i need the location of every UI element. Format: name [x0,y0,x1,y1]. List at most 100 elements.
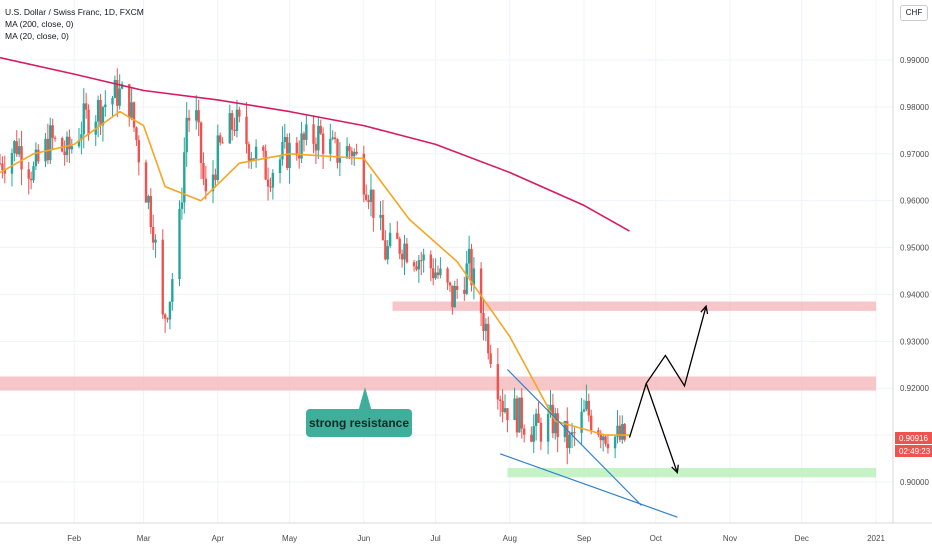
candle-body-184 [616,425,619,437]
legend-ma20[interactable]: MA (20, close, 0) [5,31,69,41]
candle-body-109 [364,194,368,200]
candle-body-165 [551,404,555,434]
candle-body-107 [355,151,358,154]
candle-body-11 [34,149,38,167]
ma200-line [0,56,630,232]
time-axis[interactable]: Feb Mar Apr May Jun Jul Aug Sep Oct Nov Dec 2021 [67,534,885,543]
countdown-text: 02:49:23 [899,447,931,456]
candle-body-119 [398,238,401,254]
candle-body-12 [37,149,40,162]
candle-body-78 [262,146,265,151]
candle-body-175 [585,400,588,410]
candle-body-68 [228,113,231,144]
candle-body-145 [484,323,488,331]
candle-body-49 [163,314,167,319]
candle-body-123 [412,262,416,267]
candle-body-166 [554,413,557,434]
candle-body-3 [10,153,14,174]
candle-body-70 [233,129,236,131]
candle-body-113 [379,214,382,218]
candle-body-56 [185,117,188,153]
last-price-tag: 0.90916 02:49:23 [895,432,932,457]
candle-body-22 [70,146,74,150]
candle-body-114 [381,214,385,241]
candle-body-153 [513,398,516,421]
price-tick-8: 0.98000 [900,103,929,112]
time-tick-8: Oct [650,534,663,543]
legend-symbol[interactable]: U.S. Dollar / Swiss Franc, 1D, FXCM [5,7,144,17]
candle-body-55 [183,152,186,203]
price-axis[interactable]: 0.900000.910000.920000.930000.940000.950… [900,56,929,487]
price-tick-0: 0.90000 [900,478,929,487]
candle-body-19 [63,151,66,156]
candle-body-112 [372,189,375,218]
price-tick-6: 0.96000 [900,197,929,206]
candle-body-62 [204,178,208,192]
candle-body-24 [80,134,83,141]
candle-body-93 [312,124,315,144]
candle-body-53 [178,208,181,280]
candle-body-121 [403,243,406,260]
candle-body-87 [288,142,291,168]
candle-body-10 [32,166,35,181]
candle-body-137 [455,286,459,290]
callout: strong resistance [306,387,412,437]
candle-body-116 [386,246,389,260]
candle-body-6 [17,146,21,155]
candle-body-60 [199,122,203,164]
time-tick-2: Apr [212,534,225,543]
candle-body-151 [503,408,507,413]
callout-text: strong resistance [309,416,409,430]
candle-body-8 [27,169,30,179]
callout-box [306,409,412,437]
ma20-line [0,110,630,436]
candle-body-111 [369,189,373,203]
candle-body-173 [580,411,583,433]
time-tick-3: May [282,534,297,543]
candle-body-144 [482,313,485,331]
candle-body-180 [601,436,605,441]
candle-body-42 [137,140,141,163]
candle-body-58 [195,110,198,121]
scenario-arrowhead-0 [700,304,709,315]
currency-button[interactable]: CHF [900,5,928,21]
candle-body-174 [582,409,586,412]
candle-body-129 [432,268,435,279]
candle-body-72 [238,109,241,117]
candle-body-7 [20,146,23,170]
candle-body-34 [113,79,117,99]
candle-body-89 [297,155,301,159]
candle-body-63 [211,174,215,192]
candle-body-27 [87,109,90,135]
candle-body-51 [168,301,172,320]
candle-body-106 [353,151,356,157]
candle-body-16 [51,125,54,138]
candle-body-139 [465,263,468,294]
candle-body-162 [539,422,543,442]
candle-body-103 [345,146,349,159]
candle-body-85 [283,137,287,142]
candle-body-183 [613,436,617,449]
time-tick-10: Dec [795,534,809,543]
candle-body-122 [405,243,409,263]
candle-body-57 [187,117,191,121]
candle-body-88 [295,142,298,156]
legend-ma200[interactable]: MA (200, close, 0) [5,19,74,29]
candle-body-0 [0,163,2,165]
candle-body-17 [53,137,57,139]
zones [0,301,876,478]
time-tick-9: Nov [723,534,737,543]
scenario-path-0 [628,306,707,438]
candle-body-118 [396,232,399,239]
chart-legend: U.S. Dollar / Swiss Franc, 1D, FXCM MA (… [5,6,144,42]
time-tick-5: Jul [430,534,440,543]
zone-red-0 [0,376,876,391]
candle-body-135 [451,285,454,308]
candle-body-90 [300,133,303,159]
candle-body-164 [549,404,552,415]
time-tick-4: Jun [357,534,370,543]
candle-body-133 [446,268,449,283]
candle-body-71 [235,109,239,131]
price-tick-5: 0.95000 [900,244,929,253]
